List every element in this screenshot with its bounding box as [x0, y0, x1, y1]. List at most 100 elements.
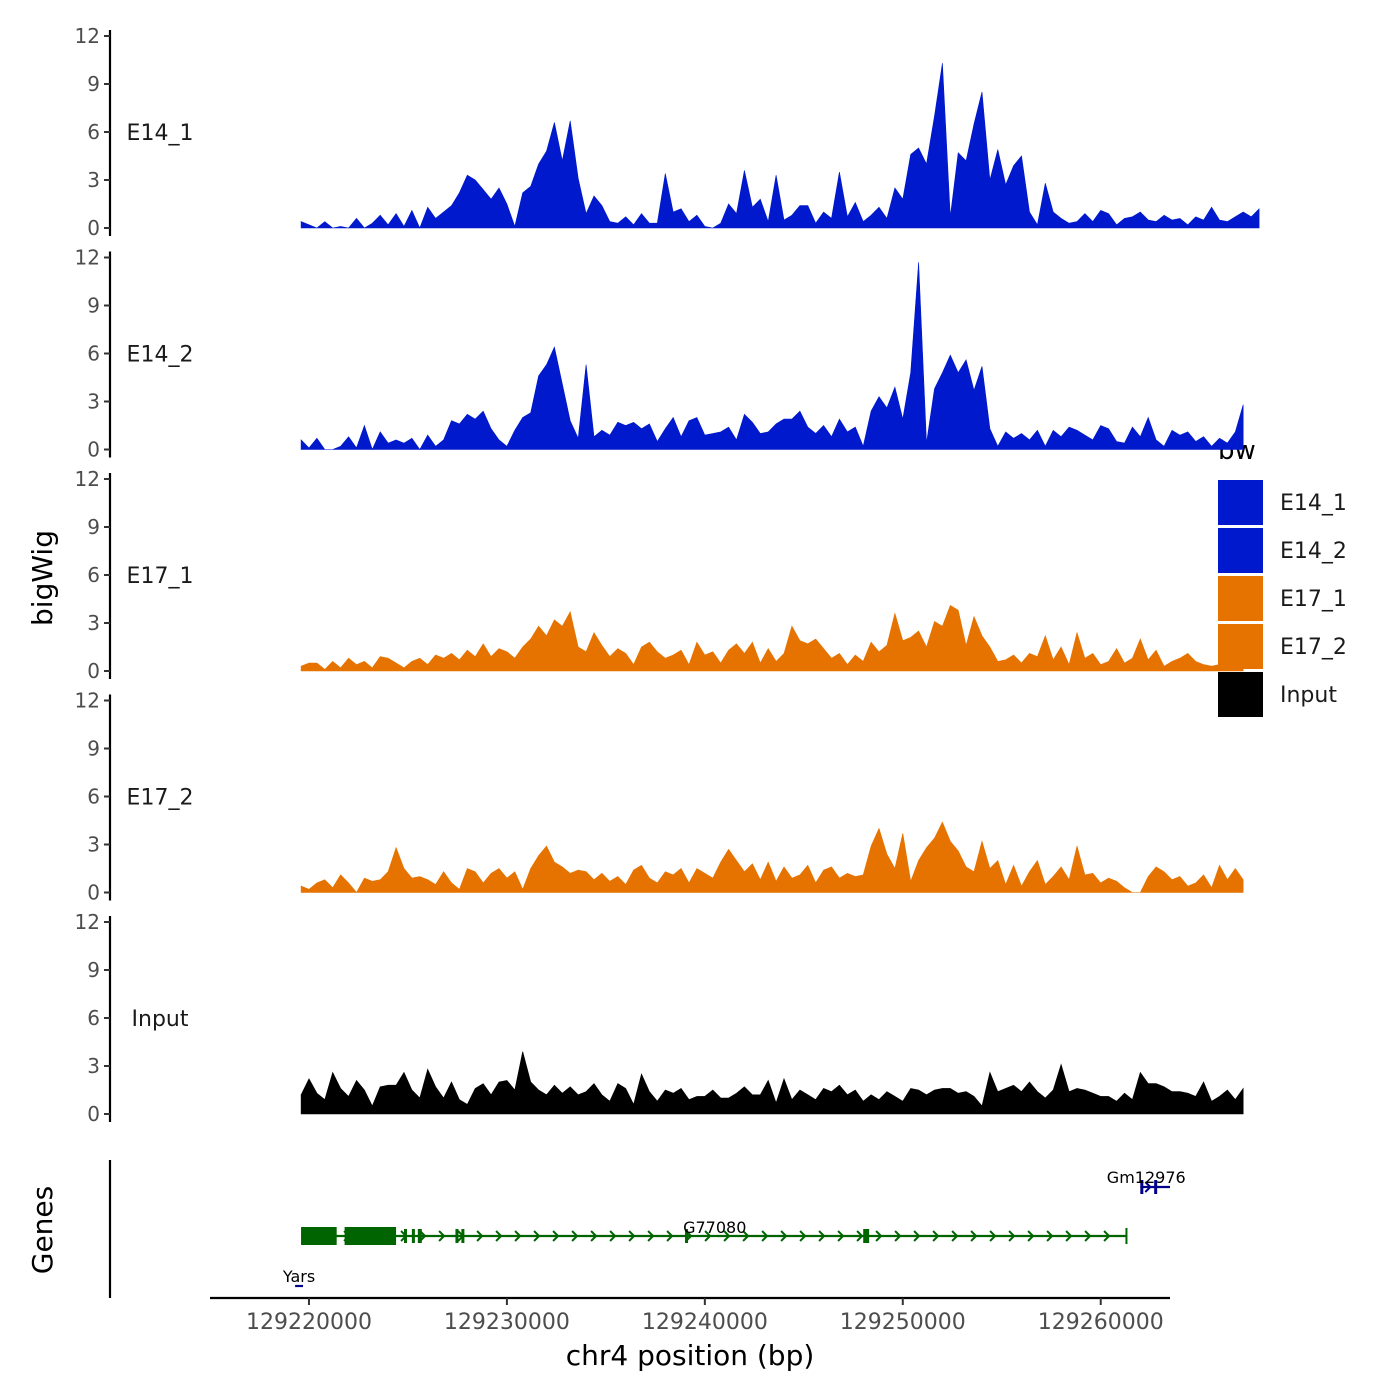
strand-arrow	[647, 1230, 655, 1242]
gene-label: G77080	[683, 1218, 746, 1237]
y-tick-label: 9	[87, 72, 100, 96]
y-tick-label: 3	[87, 833, 100, 857]
y-tick-label: 0	[87, 1102, 100, 1126]
y-tick-label: 6	[87, 785, 100, 809]
legend-label: E17_1	[1280, 587, 1347, 612]
y-tick-label: 6	[87, 1006, 100, 1030]
strand-arrow	[1008, 1230, 1016, 1242]
legend-swatch	[1218, 528, 1263, 573]
strand-arrow	[818, 1230, 826, 1242]
strand-arrow	[837, 1230, 845, 1242]
gene-exon	[417, 1229, 422, 1243]
genes-group: G77080 Gm12976 Yars	[108, 1160, 1186, 1298]
gene-exon	[1154, 1180, 1158, 1194]
strand-arrow	[932, 1230, 940, 1242]
strand-arrow	[609, 1230, 617, 1242]
y-axis-title: bigWig	[26, 530, 59, 626]
strand-arrow	[628, 1230, 636, 1242]
gene-exon	[301, 1227, 337, 1245]
legend-label: E14_2	[1280, 539, 1347, 564]
legend-swatch	[1218, 480, 1263, 525]
gene-exon	[455, 1229, 459, 1243]
strand-arrow	[1046, 1230, 1054, 1242]
strand-arrow	[704, 1230, 712, 1242]
strand-arrow	[875, 1230, 883, 1242]
strand-arrow	[970, 1230, 978, 1242]
track-e14_1: 0 3 6 9 12 E14_1	[75, 24, 1260, 240]
legend-swatch	[1218, 576, 1263, 621]
y-tick-label: 6	[87, 563, 100, 587]
x-tick-label: 129220000	[246, 1310, 372, 1335]
track-e17_1: 0 3 6 9 12 E17_1	[75, 467, 1244, 683]
tracks-group: 0 3 6 9 12 E14_1 0 3 6 9 12 E14_2 0 3 6 9 12 E17_1 0 3 6 9 12 E…	[75, 24, 1260, 1126]
strand-arrow	[438, 1230, 446, 1242]
gene-exon	[344, 1227, 397, 1245]
y-tick-label: 0	[87, 438, 100, 462]
gene-g77080: G77080	[301, 1218, 1128, 1245]
strand-arrow	[894, 1230, 902, 1242]
y-tick-label: 3	[87, 168, 100, 192]
strand-arrow	[1084, 1230, 1092, 1242]
y-tick-label: 6	[87, 120, 100, 144]
area-input	[300, 1051, 1244, 1115]
legend-label: E17_2	[1280, 635, 1347, 660]
track-label: E17_1	[127, 564, 194, 589]
strand-arrow	[799, 1230, 807, 1242]
x-tick-label: 129240000	[642, 1310, 768, 1335]
track-e17_2: 0 3 6 9 12 E17_2	[75, 689, 1244, 905]
area-e14_2	[300, 262, 1244, 451]
x-tick-label: 129250000	[840, 1310, 966, 1335]
strand-arrow	[571, 1230, 579, 1242]
y-tick-label: 0	[87, 659, 100, 683]
y-tick-label: 6	[87, 342, 100, 366]
y-tick-label: 9	[87, 515, 100, 539]
strand-arrow	[1103, 1230, 1111, 1242]
strand-arrow	[761, 1230, 769, 1242]
strand-arrow	[780, 1230, 788, 1242]
strand-arrow	[514, 1230, 522, 1242]
strand-arrow	[951, 1230, 959, 1242]
gene-gm12976: Gm12976	[1107, 1168, 1186, 1194]
strand-arrow	[856, 1230, 864, 1242]
gene-label: Gm12976	[1107, 1168, 1186, 1187]
y-tick-label: 9	[87, 294, 100, 318]
gene-exon	[461, 1229, 465, 1243]
track-input: 0 3 6 9 12 Input	[75, 910, 1244, 1126]
strand-arrow	[533, 1230, 541, 1242]
x-tick-label: 129260000	[1038, 1310, 1164, 1335]
y-tick-label: 3	[87, 1054, 100, 1078]
y-tick-label: 12	[75, 246, 100, 270]
gene-exon	[403, 1229, 407, 1243]
track-e14_2: 0 3 6 9 12 E14_2	[75, 246, 1244, 462]
track-label: E17_2	[127, 786, 194, 811]
x-axis: 129220000 129230000 129240000 129250000 1292…	[210, 1296, 1170, 1335]
legend-swatch	[1218, 624, 1263, 669]
gene-exon	[1140, 1180, 1144, 1194]
x-axis-title: chr4 position (bp)	[566, 1339, 815, 1372]
x-tick-label: 129230000	[444, 1310, 570, 1335]
y-tick-label: 3	[87, 611, 100, 635]
area-e14_1	[300, 63, 1260, 229]
strand-arrow	[666, 1230, 674, 1242]
strand-arrow	[723, 1230, 731, 1242]
y-tick-label: 0	[87, 216, 100, 240]
gene-exon	[411, 1229, 415, 1243]
strand-arrow	[1065, 1230, 1073, 1242]
genes-axis-title: Genes	[26, 1186, 59, 1274]
y-tick-label: 0	[87, 881, 100, 905]
strand-arrow	[495, 1230, 503, 1242]
legend-label: E14_1	[1280, 491, 1347, 516]
area-e17_1	[300, 604, 1244, 672]
strand-arrow	[1027, 1230, 1035, 1242]
y-tick-label: 12	[75, 689, 100, 713]
strand-arrow	[913, 1230, 921, 1242]
area-e17_2	[300, 821, 1244, 894]
strand-arrow	[989, 1230, 997, 1242]
legend-swatch	[1218, 672, 1263, 717]
y-tick-label: 9	[87, 737, 100, 761]
gene-exon	[863, 1229, 870, 1243]
legend: E14_1 E14_2 E17_1 E17_2 Input	[1218, 480, 1347, 717]
strand-arrow	[476, 1230, 484, 1242]
strand-arrow	[552, 1230, 560, 1242]
